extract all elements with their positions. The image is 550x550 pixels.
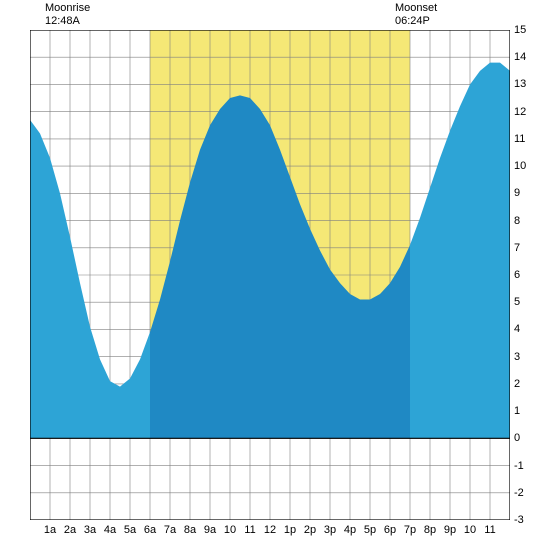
moonset-time: 06:24P [395,15,437,28]
y-tick-label: 14 [514,51,539,63]
y-tick-label: 13 [514,78,539,90]
y-tick-label: 2 [514,378,539,390]
y-tick-label: 15 [514,24,539,36]
moonset-block: Moonset 06:24P [395,2,437,28]
y-tick-label: 7 [514,242,539,254]
moonrise-time: 12:48A [45,15,90,28]
tide-chart [30,30,510,520]
x-tick-label: 7a [160,524,180,536]
x-tick-label: 10 [220,524,240,536]
x-tick-label: 10 [460,524,480,536]
y-tick-label: 0 [514,432,539,444]
x-tick-label: 2a [60,524,80,536]
x-tick-label: 4a [100,524,120,536]
y-tick-label: 12 [514,106,539,118]
y-tick-label: 4 [514,323,539,335]
y-tick-label: 9 [514,187,539,199]
y-tick-label: -2 [514,487,539,499]
moonset-label: Moonset [395,2,437,15]
x-tick-label: 8p [420,524,440,536]
x-tick-label: 11 [480,524,500,536]
x-tick-label: 6a [140,524,160,536]
x-tick-label: 8a [180,524,200,536]
y-tick-label: 10 [514,160,539,172]
y-tick-label: 6 [514,269,539,281]
y-tick-label: -3 [514,514,539,526]
y-tick-label: 5 [514,296,539,308]
moonrise-block: Moonrise 12:48A [45,2,90,28]
tide-chart-container: Moonrise 12:48A Moonset 06:24P -3-2-1012… [0,0,550,550]
y-tick-label: 8 [514,215,539,227]
x-tick-label: 4p [340,524,360,536]
x-tick-label: 11 [240,524,260,536]
y-tick-label: 1 [514,405,539,417]
x-tick-label: 12 [260,524,280,536]
x-tick-label: 3a [80,524,100,536]
x-tick-label: 1p [280,524,300,536]
x-tick-label: 5p [360,524,380,536]
y-tick-label: -1 [514,460,539,472]
x-tick-label: 1a [40,524,60,536]
y-tick-label: 3 [514,351,539,363]
x-tick-label: 6p [380,524,400,536]
y-tick-label: 11 [514,133,539,145]
x-tick-label: 2p [300,524,320,536]
x-tick-label: 7p [400,524,420,536]
x-tick-label: 9p [440,524,460,536]
x-tick-label: 3p [320,524,340,536]
x-tick-label: 5a [120,524,140,536]
moonrise-label: Moonrise [45,2,90,15]
x-tick-label: 9a [200,524,220,536]
